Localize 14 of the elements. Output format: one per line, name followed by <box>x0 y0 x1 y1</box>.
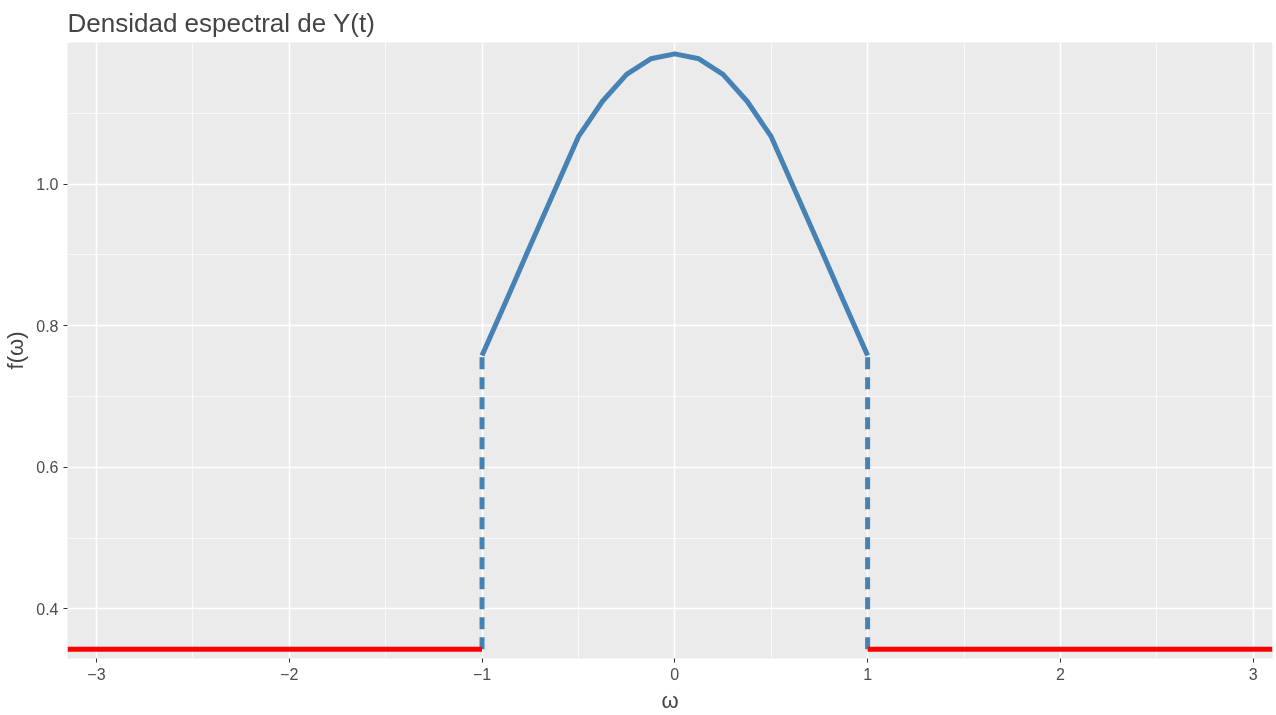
x-tick-label: 3 <box>1248 665 1258 683</box>
x-tick-label: 0 <box>670 665 680 683</box>
y-tick-label: 1.0 <box>36 176 59 194</box>
chart-title: Densidad espectral de Y(t) <box>67 7 375 38</box>
y-tick-label: 0.8 <box>36 317 59 335</box>
x-tick-label: 1 <box>863 665 873 683</box>
y-tick-label: 0.4 <box>36 600 59 618</box>
x-tick-label: −1 <box>472 665 492 683</box>
x-tick-label: −2 <box>280 665 299 683</box>
x-tick-label: 2 <box>1055 665 1065 683</box>
x-tick-label: −3 <box>87 665 106 683</box>
y-tick-label: 0.6 <box>36 459 59 477</box>
y-axis-title: f(ω) <box>3 331 29 370</box>
x-axis-title: ω <box>661 687 679 713</box>
